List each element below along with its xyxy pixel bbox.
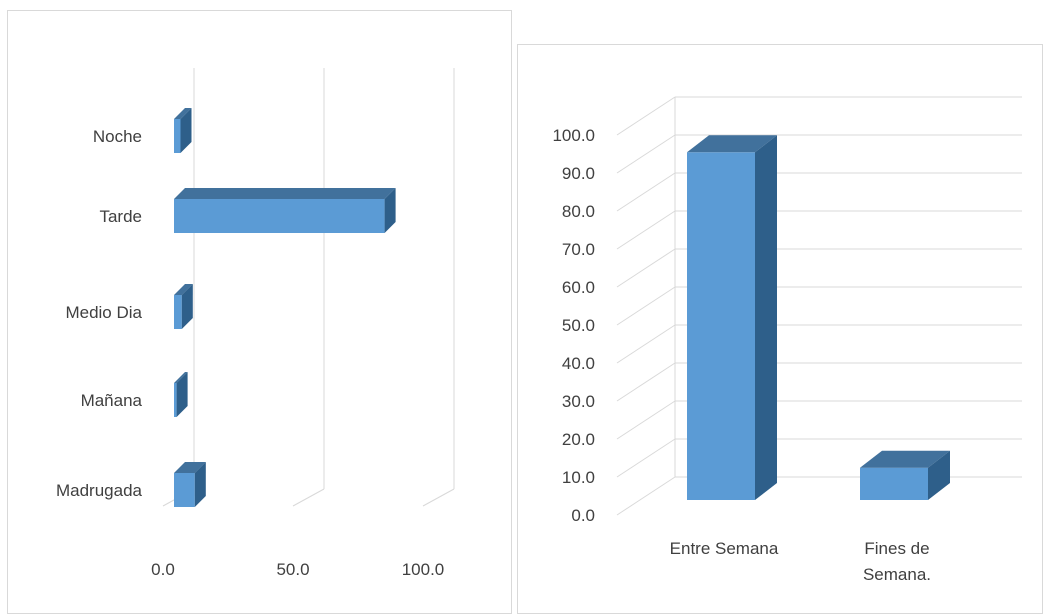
right-diag-line bbox=[616, 400, 676, 440]
right-chart: Entre Semana Fines de Semana. bbox=[616, 96, 1022, 584]
right-diag-line bbox=[616, 286, 676, 326]
bar-top bbox=[174, 108, 192, 119]
column-top bbox=[687, 135, 777, 153]
y-tick-label: 0.0 bbox=[571, 506, 595, 525]
right-diag-line bbox=[616, 476, 676, 516]
y-tick-label: 90.0 bbox=[562, 164, 595, 183]
category-label: Medio Dia bbox=[65, 303, 142, 322]
bar bbox=[174, 119, 181, 153]
bar bbox=[174, 473, 195, 507]
category-label: Madrugada bbox=[56, 481, 143, 500]
right-diag-line bbox=[616, 324, 676, 364]
bar bbox=[174, 199, 385, 233]
left-floor-line bbox=[422, 488, 455, 507]
category-label: Noche bbox=[93, 127, 142, 146]
right-diag-line bbox=[616, 96, 676, 136]
bar-side bbox=[181, 284, 193, 329]
category-label: Fines de Semana. bbox=[863, 539, 931, 584]
bar-top bbox=[174, 284, 193, 295]
right-diag-line bbox=[616, 134, 676, 174]
y-tick-label: 20.0 bbox=[562, 430, 595, 449]
column bbox=[687, 152, 755, 501]
left-floor-line bbox=[292, 488, 325, 507]
chart-panel-right bbox=[517, 44, 1043, 614]
right-diag-line bbox=[616, 172, 676, 212]
column-side bbox=[928, 450, 950, 500]
x-tick-label: 50.0 bbox=[276, 560, 309, 579]
bar-side bbox=[176, 372, 188, 417]
right-diag-line bbox=[616, 362, 676, 402]
bar-top bbox=[174, 462, 206, 473]
category-label-line: Semana. bbox=[863, 565, 931, 584]
chart-panel-left bbox=[7, 10, 512, 614]
bar-top bbox=[174, 372, 188, 383]
bar-side bbox=[194, 462, 206, 507]
y-tick-label: 80.0 bbox=[562, 202, 595, 221]
column-top bbox=[860, 450, 950, 468]
bar-side bbox=[180, 108, 192, 153]
bar-side bbox=[384, 188, 396, 233]
category-label-line: Entre Semana bbox=[670, 539, 779, 558]
y-tick-label: 40.0 bbox=[562, 354, 595, 373]
y-tick-label: 30.0 bbox=[562, 392, 595, 411]
category-label: Entre Semana bbox=[670, 539, 779, 558]
x-tick-label: 0.0 bbox=[151, 560, 175, 579]
y-tick-label: 70.0 bbox=[562, 240, 595, 259]
bar bbox=[174, 383, 177, 417]
right-diag-line bbox=[616, 210, 676, 250]
bar-top bbox=[174, 188, 396, 199]
bar bbox=[174, 295, 182, 329]
y-tick-label: 50.0 bbox=[562, 316, 595, 335]
left-chart bbox=[162, 68, 455, 507]
right-diag-line bbox=[616, 438, 676, 478]
y-tick-label: 10.0 bbox=[562, 468, 595, 487]
category-label: Mañana bbox=[81, 391, 143, 410]
category-label: Tarde bbox=[99, 207, 142, 226]
x-tick-label: 100.0 bbox=[402, 560, 445, 579]
y-tick-label: 60.0 bbox=[562, 278, 595, 297]
category-label-line: Fines de bbox=[864, 539, 929, 558]
column bbox=[860, 467, 928, 500]
right-diag-line bbox=[616, 248, 676, 288]
column-side bbox=[755, 135, 777, 501]
y-tick-label: 100.0 bbox=[552, 126, 595, 145]
